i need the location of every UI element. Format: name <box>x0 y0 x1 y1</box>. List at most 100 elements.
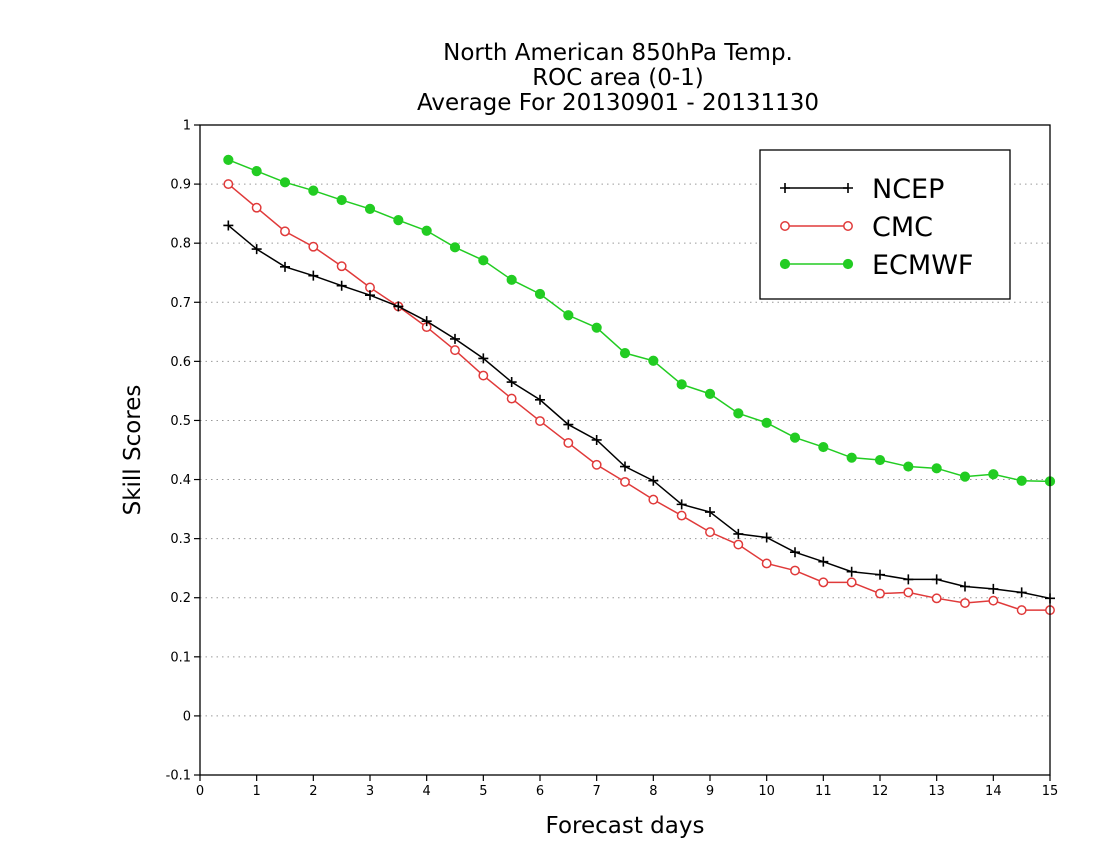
data-point-cmc <box>960 598 970 608</box>
y-tick-label: 0.9 <box>170 178 191 193</box>
x-tick-label: 1 <box>253 784 261 799</box>
data-point-ecmwf <box>279 177 291 188</box>
legend-marker-cmc <box>843 221 853 231</box>
data-point-ncep <box>903 574 914 585</box>
chart-title-line-1: North American 850hPa Temp. <box>443 40 793 66</box>
legend-marker-ncep <box>780 183 790 193</box>
y-tick-label: 0.8 <box>170 237 191 252</box>
x-tick-label: 2 <box>309 784 317 799</box>
data-point-cmc <box>620 476 630 487</box>
data-point-cmc <box>1016 605 1027 616</box>
data-point-ncep <box>818 556 829 567</box>
y-axis-label: Skill Scores <box>120 385 146 516</box>
data-point-ecmwf <box>393 215 404 226</box>
data-point-cmc <box>591 459 602 470</box>
data-point-cmc <box>450 345 460 356</box>
data-point-cmc <box>733 539 744 550</box>
data-point-ecmwf <box>1016 475 1027 486</box>
legend-marker-ncep <box>843 183 853 193</box>
data-point-cmc <box>478 370 489 381</box>
data-point-ncep <box>960 581 970 592</box>
legend-marker-ecmwf <box>779 258 791 270</box>
legend-marker-ecmwf <box>842 258 854 270</box>
y-tick-label: 0 <box>183 709 191 724</box>
data-point-ncep <box>1016 587 1027 598</box>
legend-label-ncep: NCEP <box>872 174 944 205</box>
data-point-ncep <box>251 244 262 255</box>
y-tick-label: 0.6 <box>170 355 191 370</box>
data-point-ecmwf <box>336 194 347 206</box>
data-point-cmc <box>535 416 545 426</box>
data-point-ecmwf <box>676 379 687 390</box>
data-point-ncep <box>308 270 319 281</box>
x-tick-label: 14 <box>985 784 1002 799</box>
data-point-ncep <box>988 583 999 594</box>
y-tick-label: 0.2 <box>170 591 191 606</box>
data-point-ecmwf <box>789 432 801 443</box>
data-point-ncep <box>450 333 460 344</box>
x-tick-label: 9 <box>706 784 714 799</box>
x-tick-label: 12 <box>872 784 889 799</box>
data-point-ecmwf <box>534 288 546 300</box>
data-point-ecmwf <box>846 452 857 463</box>
data-point-cmc <box>676 510 687 521</box>
data-series <box>223 154 1056 616</box>
data-point-ncep <box>931 574 942 585</box>
data-point-ecmwf <box>563 310 574 321</box>
data-point-cmc <box>875 588 885 599</box>
series-cmc <box>223 179 1055 616</box>
x-tick-label: 0 <box>196 784 204 799</box>
legend-label-ecmwf: ECMWF <box>872 250 973 281</box>
legend-label-cmc: CMC <box>872 212 933 243</box>
data-point-ecmwf <box>704 388 716 399</box>
data-point-ncep <box>421 316 432 327</box>
data-point-ecmwf <box>761 417 772 428</box>
data-point-ecmwf <box>818 441 829 453</box>
data-point-ecmwf <box>903 461 914 472</box>
legend-marker-cmc <box>780 221 790 231</box>
data-point-ncep <box>223 220 234 231</box>
series-ncep <box>223 220 1055 604</box>
data-point-ecmwf <box>591 322 602 333</box>
x-tick-label: 13 <box>928 784 945 799</box>
data-point-cmc <box>506 393 517 404</box>
y-tick-label: 0.3 <box>170 532 191 547</box>
data-point-ecmwf <box>223 154 234 165</box>
data-point-ecmwf <box>648 355 659 366</box>
data-point-cmc <box>988 595 999 606</box>
data-point-ecmwf <box>874 454 886 466</box>
data-point-ecmwf <box>478 255 489 266</box>
data-point-ecmwf <box>733 408 744 419</box>
y-tick-label: -0.1 <box>166 769 191 784</box>
data-point-ncep <box>790 547 800 558</box>
data-point-ecmwf <box>251 165 262 177</box>
series-ecmwf <box>223 154 1056 487</box>
data-point-cmc <box>336 261 347 272</box>
data-point-ecmwf <box>959 471 971 482</box>
data-point-cmc <box>280 226 290 237</box>
data-point-cmc <box>761 558 772 569</box>
data-point-ncep <box>563 419 574 430</box>
data-point-ncep <box>875 569 885 580</box>
y-tick-label: 0.5 <box>170 414 191 429</box>
data-point-ecmwf <box>988 469 999 480</box>
chart-title: North American 850hPa Temp. ROC area (0-… <box>417 40 819 116</box>
x-tick-label: 11 <box>815 784 832 799</box>
x-tick-label: 8 <box>649 784 657 799</box>
data-point-ncep <box>535 394 545 405</box>
data-point-ncep <box>336 280 347 291</box>
data-point-cmc <box>308 241 319 252</box>
plot-area-frame <box>199 124 1051 776</box>
data-point-cmc <box>846 577 857 588</box>
data-point-ncep <box>761 532 772 543</box>
data-point-ecmwf <box>421 225 432 236</box>
y-tick-label: 0.7 <box>170 296 191 311</box>
legend: NCEP CMC ECMWF <box>759 149 1011 300</box>
data-point-cmc <box>705 527 715 538</box>
data-point-ncep <box>846 566 857 577</box>
x-tick-label: 3 <box>366 784 374 799</box>
x-tick-label: 5 <box>479 784 487 799</box>
x-tick-label: 7 <box>593 784 601 799</box>
data-point-cmc <box>563 437 574 448</box>
